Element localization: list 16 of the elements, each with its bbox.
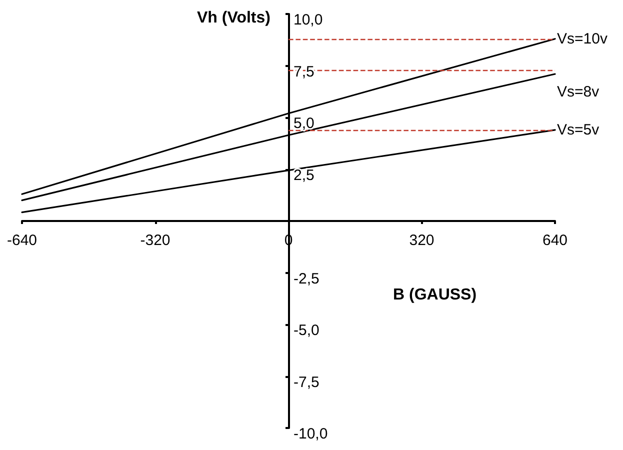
y-tick-label: -10,0 xyxy=(294,426,328,442)
y-tick-label: -2,5 xyxy=(294,270,320,288)
x-tick-label: 320 xyxy=(409,232,434,249)
x-axis-title: B (GAUSS) xyxy=(393,286,477,304)
series-label: Vs=10v xyxy=(557,30,608,48)
series-label: Vs=5v xyxy=(557,121,600,138)
y-tick-label: -7,5 xyxy=(294,374,320,391)
x-tick-label: -320 xyxy=(140,232,170,249)
y-axis-title: Vh (Volts) xyxy=(197,10,270,26)
y-tick-label: 10,0 xyxy=(294,12,323,28)
x-tick-label: 640 xyxy=(542,232,568,249)
y-tick-label: 5,0 xyxy=(294,115,314,132)
x-tick-label: -640 xyxy=(6,232,38,249)
series-label: Vs=8v xyxy=(557,84,600,101)
y-tick-label: 2,5 xyxy=(294,166,314,184)
y-tick-label: -5,0 xyxy=(294,322,320,339)
